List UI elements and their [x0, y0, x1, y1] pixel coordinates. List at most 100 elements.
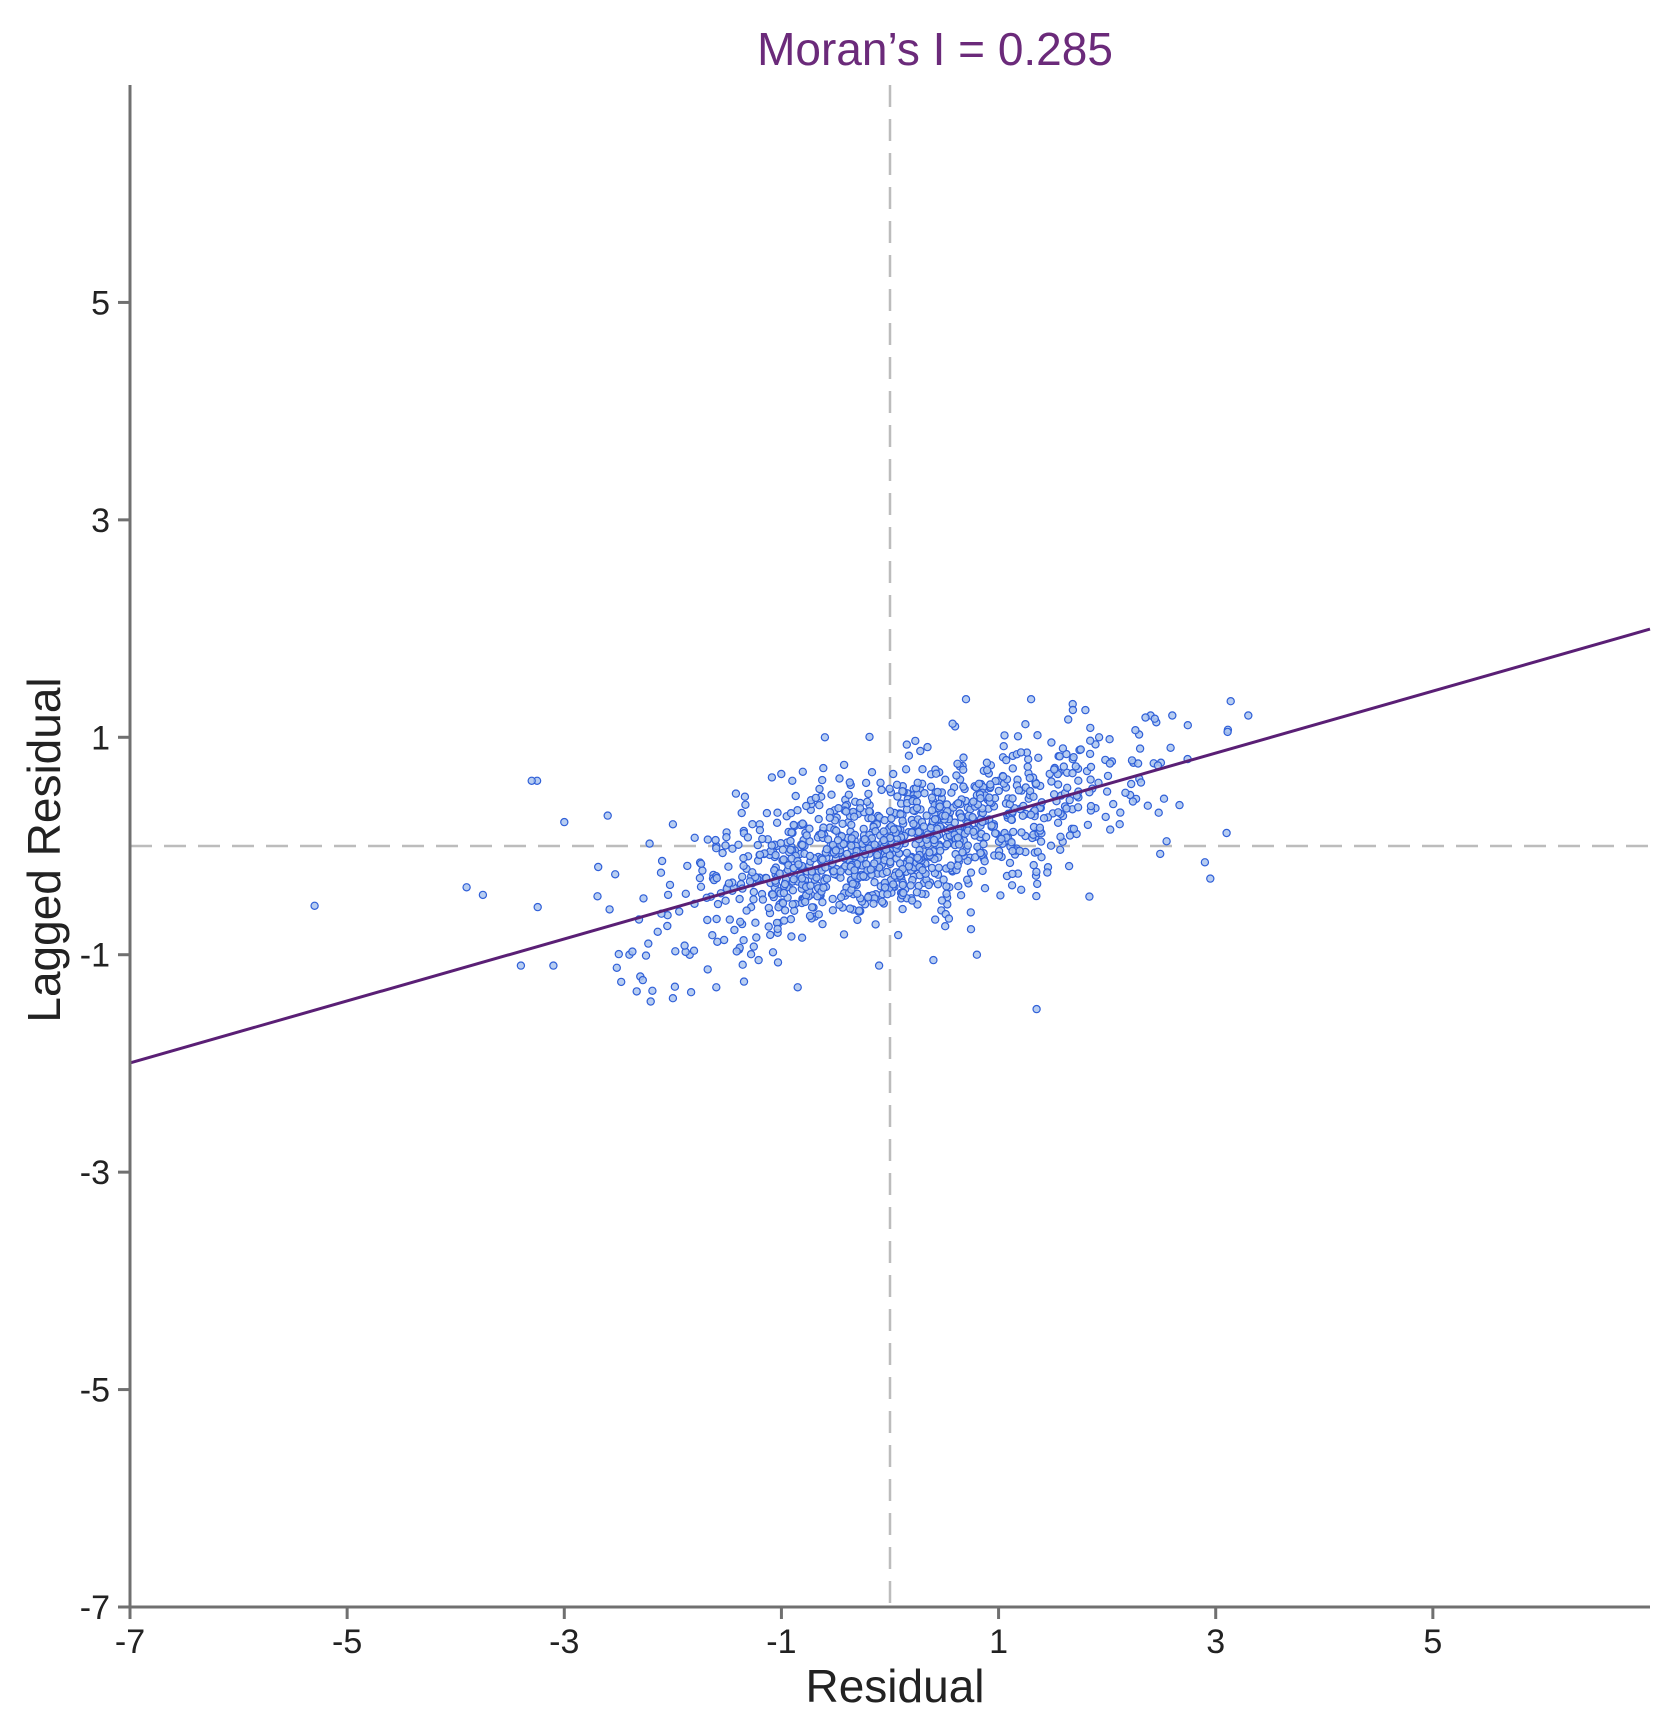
scatter-point [815, 784, 824, 794]
scatter-point [956, 813, 966, 822]
scatter-point [828, 894, 837, 904]
scatter-point [999, 742, 1008, 751]
scatter-point [794, 860, 803, 869]
scatter-point [798, 767, 808, 777]
scatter-point [874, 961, 884, 970]
scatter-point [941, 922, 950, 931]
scatter-point [779, 855, 788, 864]
scatter-point [822, 874, 832, 883]
scatter-point [698, 866, 707, 875]
scatter-point [712, 873, 722, 883]
scatter-point [953, 833, 963, 842]
scatter-point [680, 941, 689, 950]
scatter-point [936, 846, 945, 856]
scatter-point [844, 790, 854, 800]
scatter-point [712, 914, 721, 924]
scatter-point [734, 840, 743, 850]
scatter-point [1018, 811, 1028, 821]
scatter-point [815, 801, 824, 810]
scatter-point [689, 946, 699, 955]
scatter-point [739, 977, 749, 986]
scatter-point [805, 911, 815, 921]
scatter-point [1049, 765, 1059, 774]
scatter-point [798, 819, 807, 828]
scatter-point [786, 845, 795, 855]
scatter-point [1046, 841, 1056, 850]
scatter-point [954, 799, 963, 808]
scatter-point [1244, 711, 1253, 720]
scatter-point [880, 816, 889, 825]
scatter-point [724, 879, 734, 888]
scatter-point [959, 753, 968, 762]
scatter-point [954, 882, 963, 891]
scatter-point [1065, 795, 1074, 805]
scatter-point [724, 862, 733, 871]
scatter-point [1086, 762, 1096, 772]
scatter-point [1074, 776, 1083, 785]
scatter-point [1007, 815, 1016, 824]
scatter-point [614, 949, 624, 959]
scatter-point [948, 719, 957, 728]
scatter-point [968, 813, 977, 822]
scatter-point [1121, 788, 1130, 798]
scatter-point [850, 812, 859, 821]
scatter-point [958, 848, 967, 857]
scatter-point [1034, 753, 1043, 763]
scatter-point [956, 891, 966, 900]
scatter-point [817, 829, 826, 839]
scatter-point [712, 983, 721, 992]
scatter-point [1008, 794, 1017, 803]
scatter-point [1016, 748, 1026, 757]
scatter-point [839, 839, 848, 849]
scatter-point [718, 848, 727, 858]
scatter-point [877, 785, 886, 795]
scatter-point [1141, 713, 1150, 722]
scatter-point [941, 811, 950, 820]
scatter-point [1175, 800, 1184, 810]
scatter-point [944, 914, 954, 923]
scatter-point [1017, 828, 1026, 837]
scatter-point [979, 840, 988, 849]
x-tick-label: -5 [332, 1623, 362, 1661]
scatter-point [721, 841, 730, 850]
scatter-point [952, 771, 961, 780]
scatter-point [1073, 803, 1083, 812]
scatter-point [893, 792, 902, 801]
x-tick-label: 5 [1423, 1623, 1442, 1661]
scatter-point [1013, 732, 1023, 741]
scatter-point [1136, 778, 1146, 787]
scatter-point [644, 939, 653, 948]
scatter-point [712, 844, 721, 853]
scatter-point [933, 880, 943, 889]
scatter-point [797, 874, 807, 883]
scatter-point [1127, 756, 1137, 765]
scatter-point [818, 919, 827, 929]
scatter-point [748, 868, 757, 877]
scatter-point [906, 881, 915, 890]
scatter-point [1032, 1004, 1041, 1014]
scatter-point [1026, 695, 1036, 704]
scatter-point [645, 839, 654, 848]
scatter-point [913, 853, 922, 863]
scatter-point [713, 899, 723, 909]
scatter-point [920, 789, 929, 798]
scatter-point [549, 961, 558, 970]
scatter-point [1008, 869, 1017, 879]
scatter-point [969, 797, 978, 806]
scatter-point [850, 866, 859, 875]
scatter-point [611, 870, 620, 879]
scatter-point [806, 881, 815, 890]
scatter-point [876, 778, 885, 788]
y-tick-label: 5 [91, 284, 110, 322]
scatter-point [663, 921, 672, 931]
scatter-point [820, 733, 830, 742]
y-axis-title: Lagged Residual [18, 677, 70, 1022]
scatter-point [980, 884, 990, 893]
scatter-point [773, 958, 783, 967]
scatter-point [683, 861, 692, 871]
scatter-point [719, 935, 729, 945]
scatter-point [1023, 755, 1033, 764]
scatter-point [766, 930, 775, 940]
scatter-point [743, 833, 753, 842]
scatter-point [902, 848, 912, 858]
